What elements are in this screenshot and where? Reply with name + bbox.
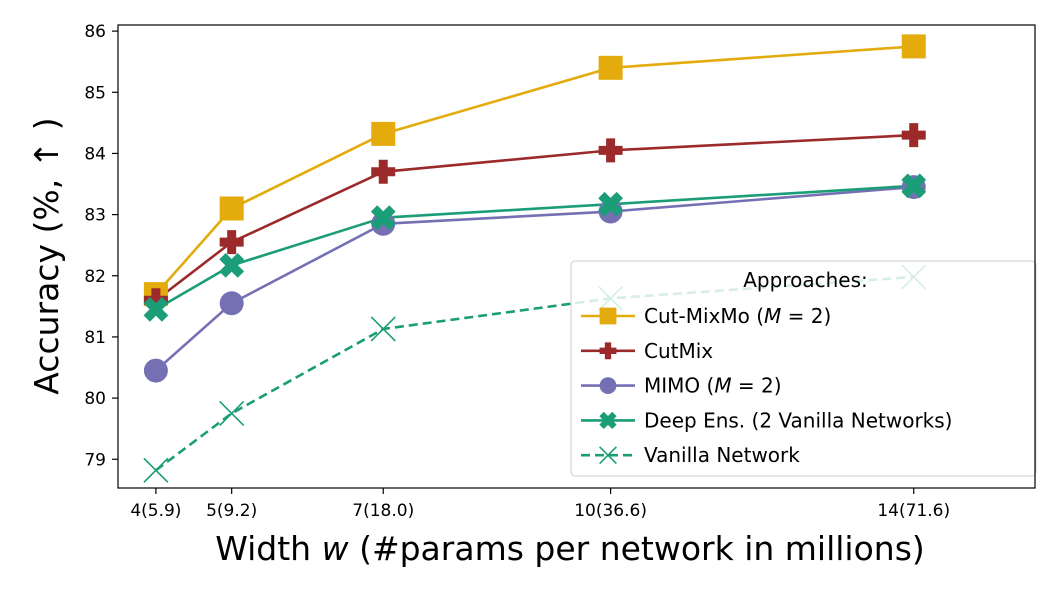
- y-tick-label-86: 86: [84, 22, 106, 42]
- point-vanilla-network-4: [143, 457, 169, 483]
- point-mimo-m-2-4: [143, 358, 168, 383]
- y-tick-label-81: 81: [84, 328, 106, 348]
- y-tick-label-79: 79: [84, 450, 106, 470]
- series-line-cut-mixmo-m-2: [154, 45, 914, 295]
- point-cutmix-7: [371, 159, 396, 184]
- point-deep-ens-2-vanilla-networks-10: [598, 191, 623, 217]
- legend-label-deep-ens-2-vanilla-networks: Deep Ens. (2 Vanilla Networks): [644, 408, 952, 432]
- point-cut-mixmo-m-2-14: [901, 34, 926, 59]
- legend-label-cutmix: CutMix: [644, 339, 713, 363]
- legend-box: [570, 260, 1037, 477]
- y-axis-title: Accuracy (%, ↑ ): [27, 117, 66, 394]
- point-vanilla-network-7: [370, 316, 396, 342]
- legend-marker-vanilla-network: [599, 446, 617, 465]
- x-tick-label-5: 5(9.2): [206, 501, 257, 521]
- x-tick-label-14: 14(71.6): [877, 501, 950, 521]
- legend-marker-cut-mixmo-m-2: [599, 307, 617, 325]
- point-mimo-m-2-5: [219, 291, 244, 316]
- point-cutmix-5: [219, 230, 244, 255]
- y-tick-label-80: 80: [84, 389, 106, 409]
- chart-markers: [143, 34, 927, 483]
- point-cutmix-14: [901, 123, 926, 148]
- legend-label-mimo-m-2: MIMO (M = 2): [644, 374, 782, 398]
- point-deep-ens-2-vanilla-networks-5: [219, 252, 245, 278]
- axes: 79 80 81 82 83 84 85 86 4(5.9) 5(9.2) 7(18.0) 10(36…: [84, 22, 1036, 521]
- point-deep-ens-2-vanilla-networks-7: [370, 205, 396, 231]
- point-cut-mixmo-m-2-7: [371, 121, 396, 146]
- legend-marker-deep-ens-2-vanilla-networks: [599, 411, 617, 430]
- legend-title: Approaches:: [743, 268, 867, 292]
- point-cutmix-10: [598, 138, 623, 163]
- y-tick-label-85: 85: [84, 83, 106, 103]
- point-cut-mixmo-m-2-5: [219, 196, 244, 221]
- legend-label-vanilla-network: Vanilla Network: [644, 443, 800, 467]
- point-deep-ens-2-vanilla-networks-14: [901, 173, 927, 199]
- y-tick-label-83: 83: [84, 206, 106, 226]
- x-tick-label-10: 10(36.6): [574, 501, 647, 521]
- plot-frame: [117, 24, 1036, 489]
- y-tick-label-82: 82: [84, 267, 106, 287]
- point-vanilla-network-5: [219, 400, 245, 426]
- x-tick-label-4: 4(5.9): [130, 501, 181, 521]
- x-tick-label-7: 7(18.0): [352, 501, 414, 521]
- point-cut-mixmo-m-2-10: [598, 55, 623, 80]
- legend-label-cut-mixmo-m-2: Cut-MixMo (M = 2): [644, 304, 831, 328]
- x-axis-title: Width w (#params per network in millions…: [215, 529, 925, 568]
- legend-marker-mimo-m-2: [599, 377, 617, 394]
- point-deep-ens-2-vanilla-networks-4: [143, 297, 169, 322]
- y-tick-label-84: 84: [84, 144, 106, 164]
- legend: Approaches: Cut-MixMo (M = 2) CutMix MIMO (…: [570, 260, 1037, 477]
- point-cutmix-4: [143, 288, 168, 313]
- legend-marker-cutmix: [599, 342, 617, 360]
